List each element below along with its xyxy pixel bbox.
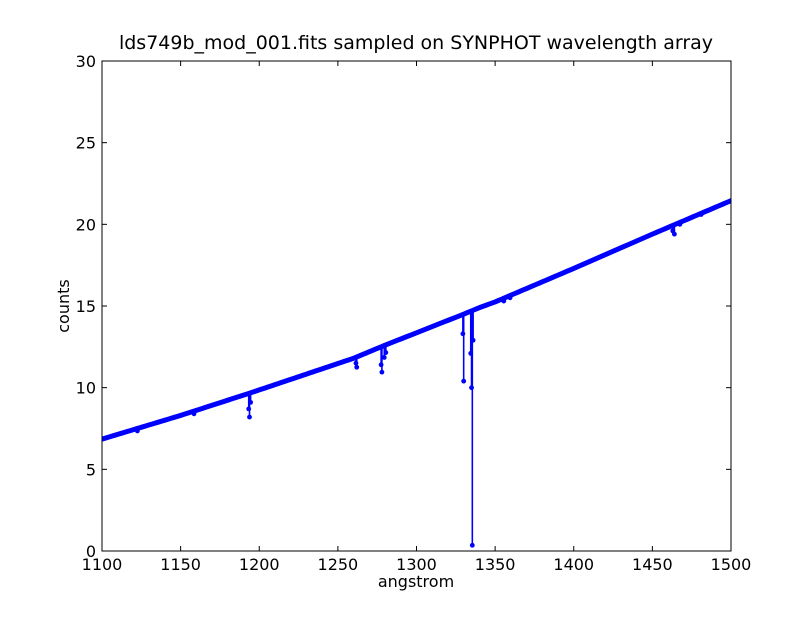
data-point-0 — [134, 428, 140, 434]
x-tick-label: 1150 — [160, 555, 201, 574]
data-point-12 — [461, 378, 467, 384]
data-point-4 — [248, 399, 254, 405]
chart-title: lds749b_mod_001.fits sampled on SYNPHOT … — [119, 32, 713, 54]
data-point-10 — [383, 350, 389, 355]
x-tick-label: 1200 — [239, 555, 280, 574]
data-point-15 — [469, 542, 475, 548]
data-point-3 — [247, 414, 252, 420]
x-tick-label: 1350 — [475, 555, 516, 574]
x-tick-label: 1400 — [553, 555, 594, 574]
data-point-1 — [191, 411, 197, 417]
y-tick-label: 15 — [76, 297, 96, 316]
x-tick-label: 1250 — [318, 555, 359, 574]
data-point-16 — [470, 337, 476, 343]
y-tick-label: 25 — [76, 134, 96, 153]
data-point-9 — [381, 355, 387, 360]
data-point-22 — [698, 212, 704, 217]
x-tick-label: 1500 — [711, 555, 752, 574]
y-tick-label: 10 — [76, 379, 96, 398]
x-tick-label: 1300 — [396, 555, 437, 574]
plot-area: 1100 1150 1200 1250 1300 1350 1400 1450 1500 0 5 10… — [76, 52, 752, 574]
y-tick-label: 5 — [86, 460, 96, 479]
y-tick-label: 0 — [86, 542, 96, 561]
data-point-6 — [354, 364, 360, 370]
y-tick-label: 30 — [76, 52, 96, 71]
x-axis-label: angstrom — [378, 572, 454, 591]
y-tick-label: 20 — [76, 215, 96, 234]
series-continuum-line — [102, 198, 731, 442]
data-point-17 — [501, 298, 507, 304]
x-tick-label: 1100 — [82, 555, 123, 574]
y-axis-label: counts — [54, 279, 73, 332]
data-point-8 — [379, 369, 385, 375]
x-tick-label: 1450 — [632, 555, 673, 574]
data-point-18 — [507, 295, 513, 301]
data-point-20 — [671, 231, 677, 237]
data-point-21 — [677, 221, 683, 227]
series-group — [102, 198, 731, 548]
